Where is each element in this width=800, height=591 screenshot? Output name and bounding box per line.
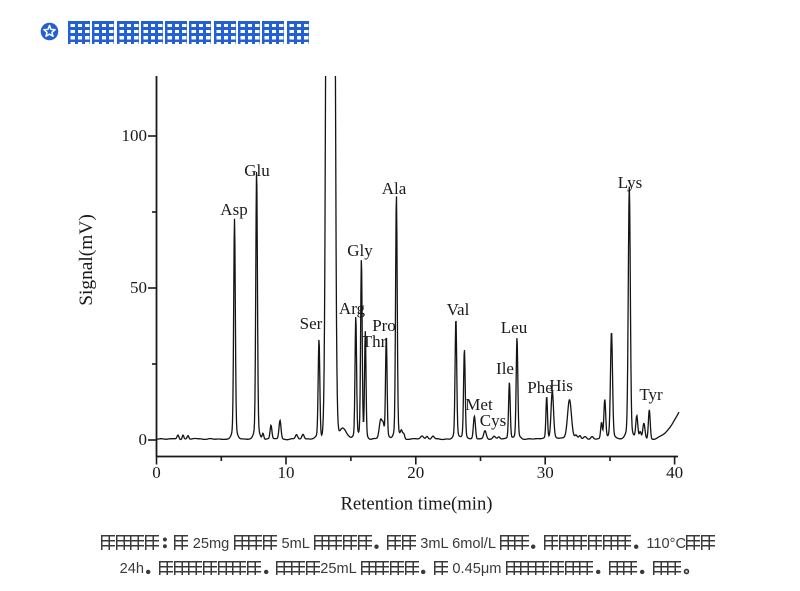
svg-text:Lys: Lys — [618, 173, 643, 192]
svg-text:Signal(mV): Signal(mV) — [76, 214, 97, 306]
svg-text:Thr: Thr — [362, 332, 387, 351]
svg-text:Met: Met — [465, 395, 493, 414]
svg-text:50: 50 — [130, 278, 147, 297]
svg-text:Gly: Gly — [347, 241, 373, 260]
svg-text:His: His — [549, 376, 573, 395]
svg-text:Ile: Ile — [496, 359, 514, 378]
svg-text:Tyr: Tyr — [639, 385, 663, 404]
svg-text:Cys: Cys — [480, 411, 506, 430]
svg-text:40: 40 — [666, 463, 683, 482]
svg-text:Pro: Pro — [372, 316, 396, 335]
svg-text:Glu: Glu — [244, 161, 270, 180]
svg-text:Asp: Asp — [220, 200, 247, 219]
svg-text:20: 20 — [407, 463, 424, 482]
svg-text:Retention time(min): Retention time(min) — [340, 494, 492, 515]
svg-text:Arg: Arg — [339, 299, 366, 318]
svg-text:0: 0 — [139, 430, 148, 449]
svg-text:Val: Val — [447, 300, 470, 319]
svg-text:Ser: Ser — [300, 314, 323, 333]
svg-text:100: 100 — [122, 126, 148, 145]
svg-text:Leu: Leu — [501, 318, 528, 337]
svg-text:Phe: Phe — [527, 378, 553, 397]
svg-text:10: 10 — [278, 463, 295, 482]
svg-text:Ala: Ala — [382, 179, 407, 198]
svg-text:30: 30 — [537, 463, 554, 482]
svg-text:0: 0 — [152, 463, 161, 482]
